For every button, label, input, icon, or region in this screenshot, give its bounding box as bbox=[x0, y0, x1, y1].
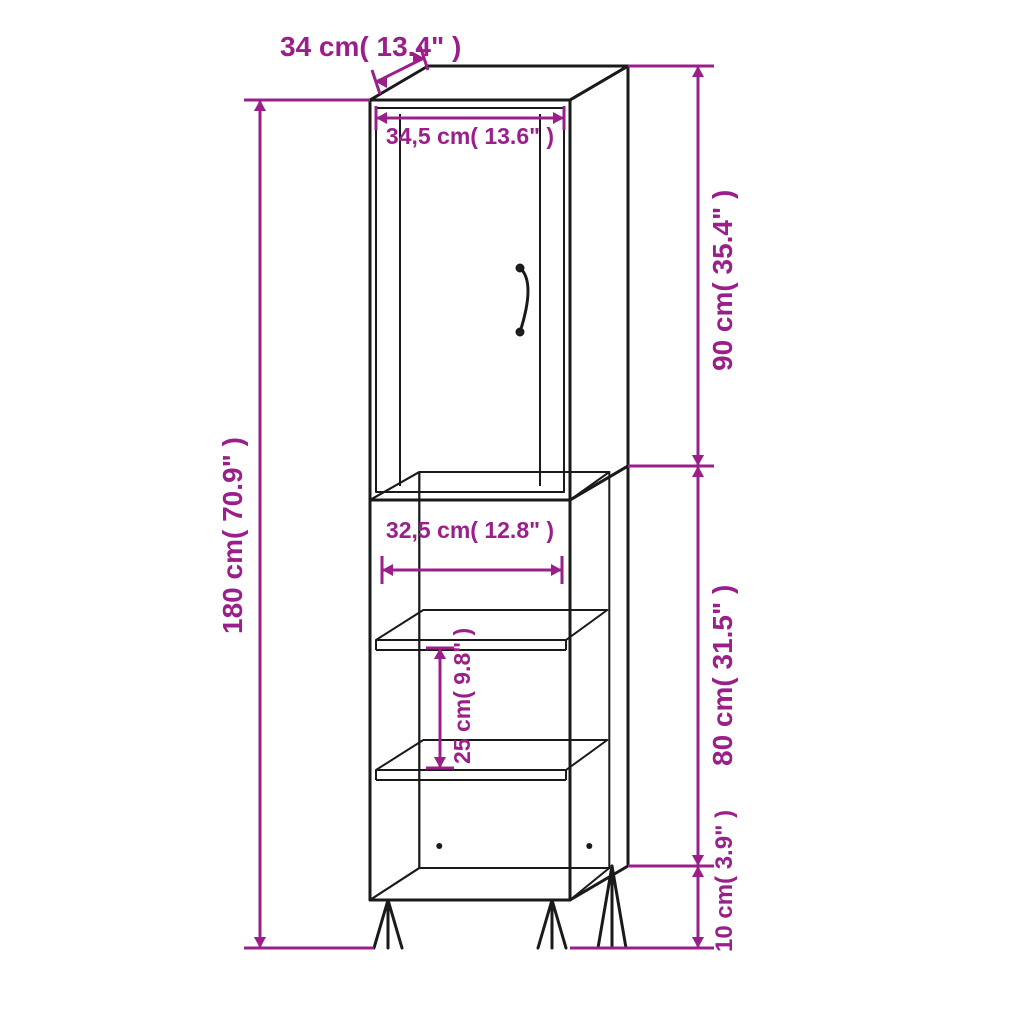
dim-depth: 34 cm( 13.4" ) bbox=[280, 31, 461, 62]
dim-inner-width: 32,5 cm( 12.8" ) bbox=[386, 517, 554, 543]
dim-leg-height: 10 cm( 3.9" ) bbox=[711, 810, 738, 952]
dim-total-height: 180 cm( 70.9" ) bbox=[217, 437, 248, 634]
dim-lower-height: 80 cm( 31.5" ) bbox=[707, 585, 738, 766]
dim-upper-height: 90 cm( 35.4" ) bbox=[707, 190, 738, 371]
dim-width: 34,5 cm( 13.6" ) bbox=[386, 123, 554, 149]
cabinet-drawing bbox=[370, 66, 628, 948]
dim-shelf-gap: 25 cm( 9.8" ) bbox=[449, 628, 475, 764]
